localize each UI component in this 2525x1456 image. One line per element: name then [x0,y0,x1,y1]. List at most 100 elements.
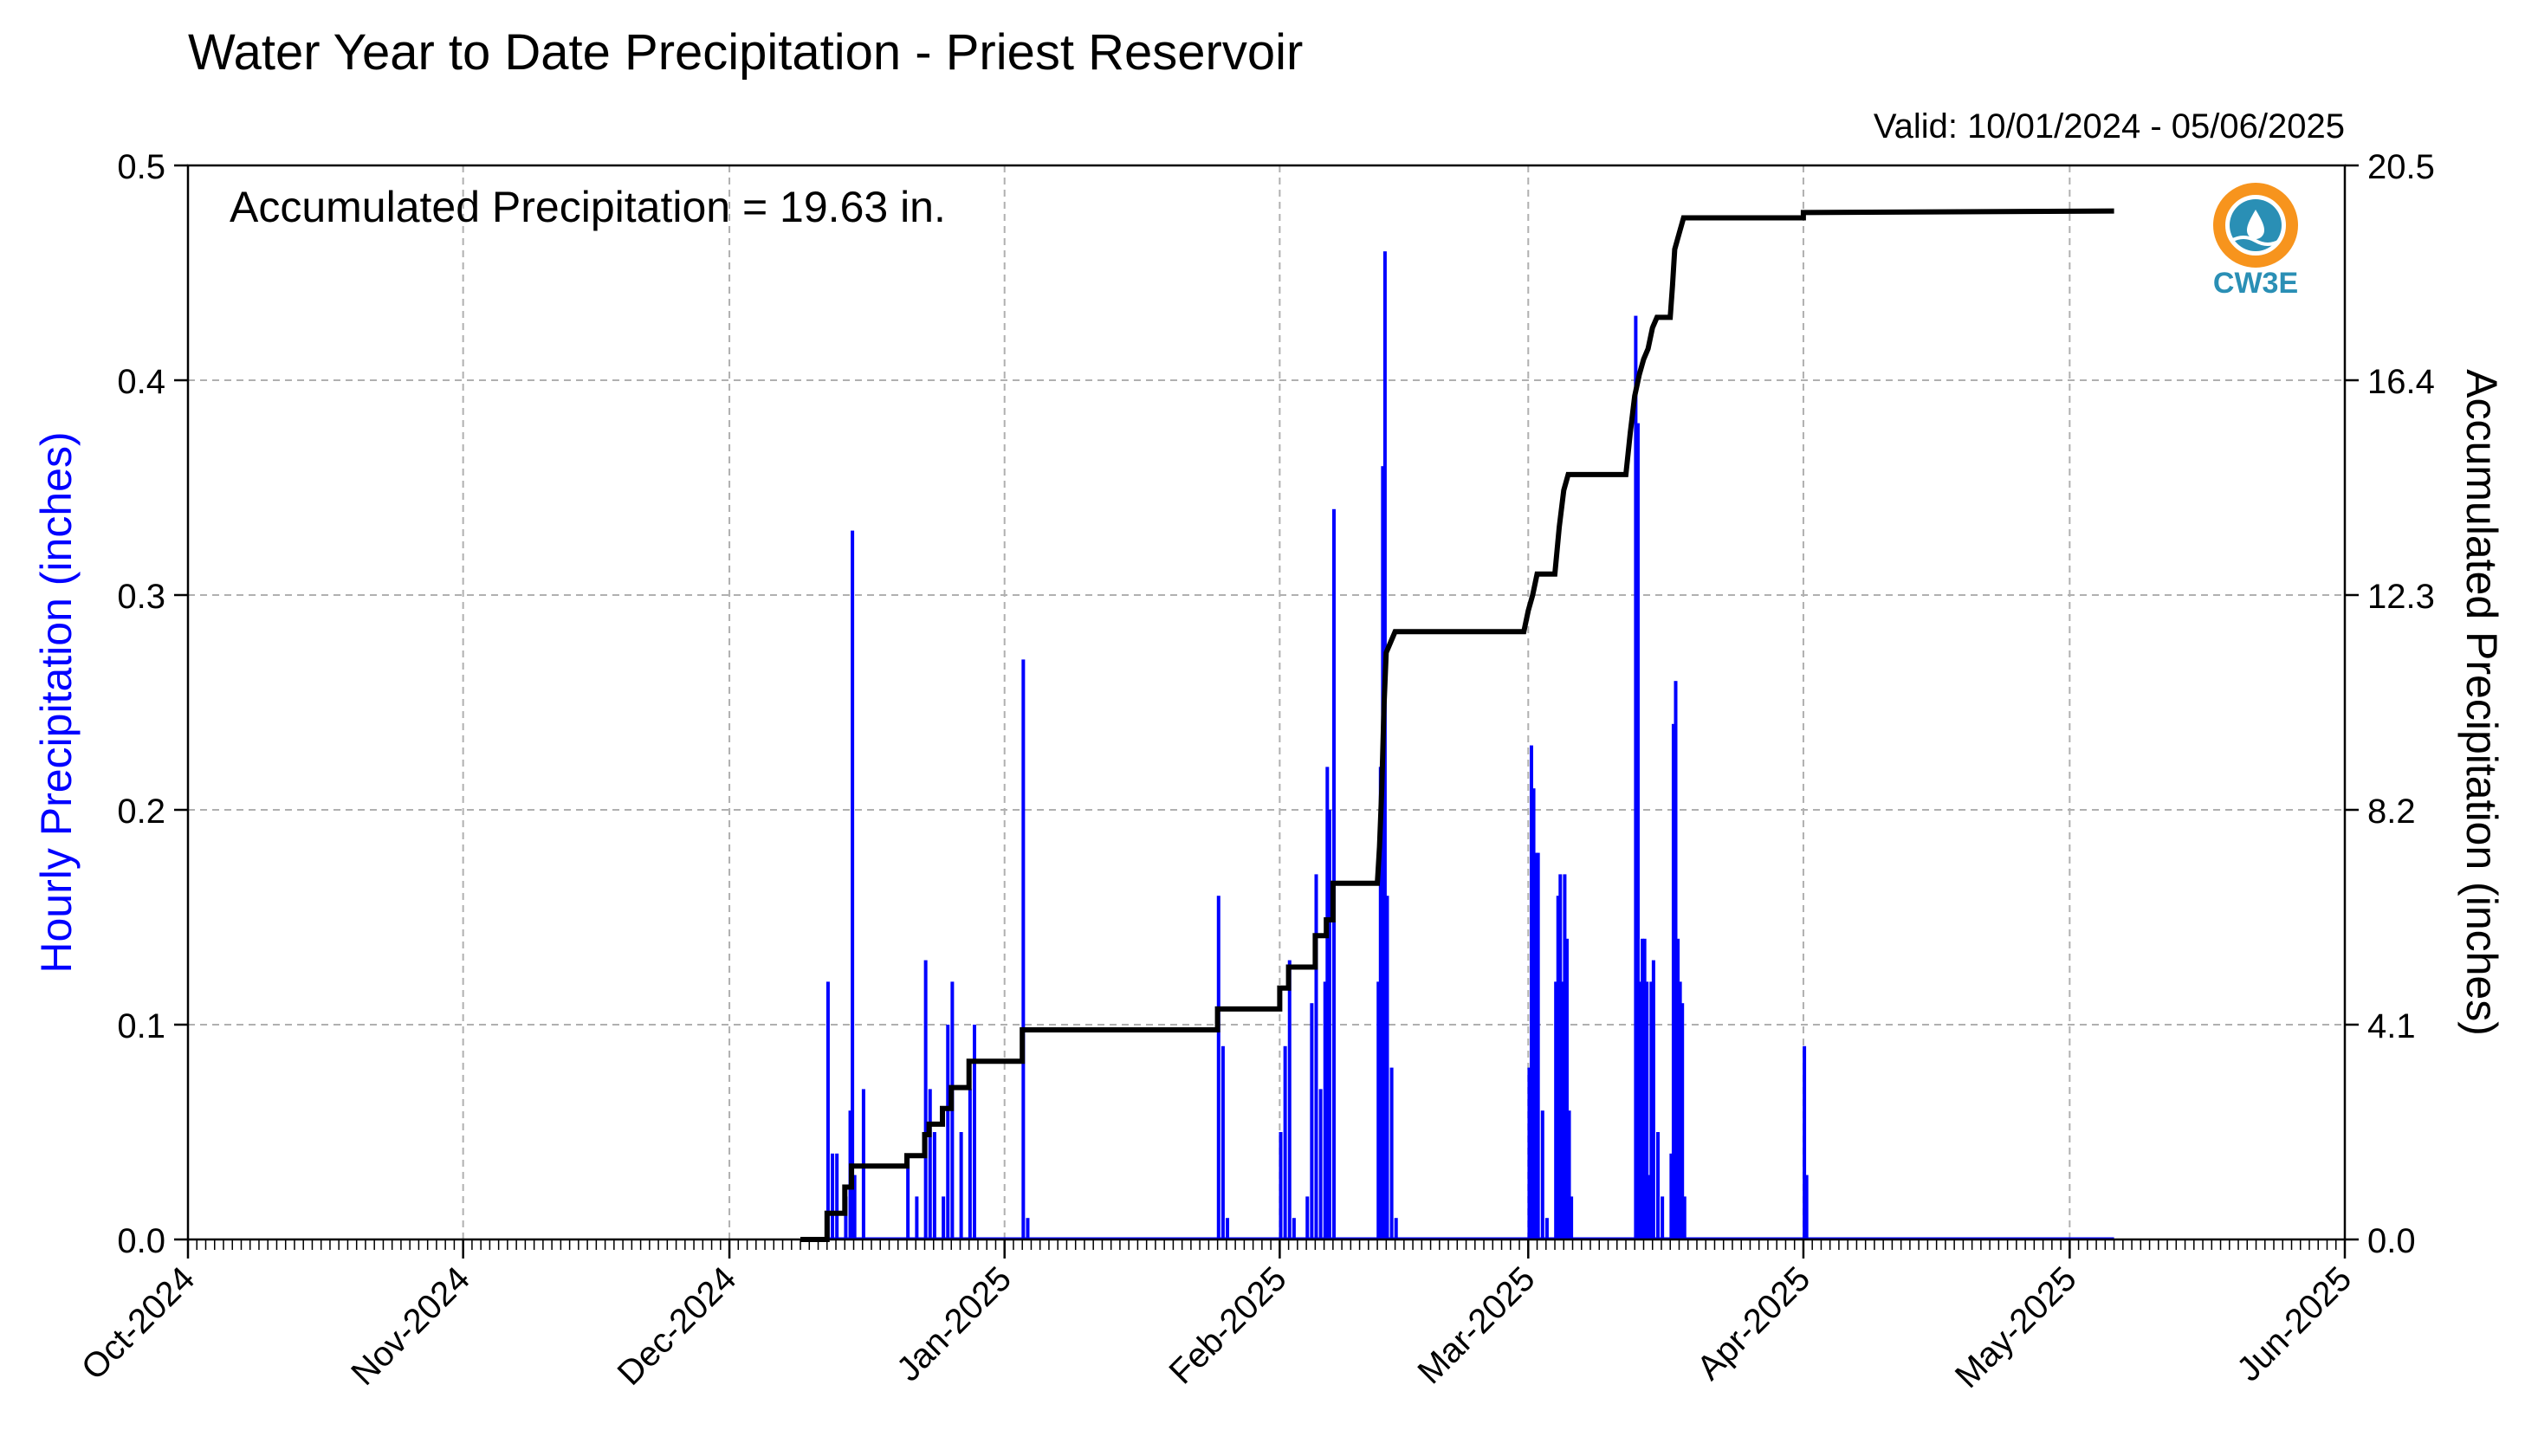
hourly-bar [1026,1218,1030,1239]
hourly-bar [1283,1045,1287,1239]
hourly-bar [1638,981,1642,1239]
x-tick-label: Nov-2024 [344,1259,477,1393]
hourly-bar [1314,874,1318,1239]
hourly-bar [1381,466,1385,1239]
y-tick-label-right: 4.1 [2367,1007,2416,1045]
y-axis-left-label: Hourly Precipitation (inches) [32,431,81,973]
hourly-bar [928,1089,932,1239]
hourly-bar [1804,1175,1809,1239]
hourly-bar [1680,1003,1685,1239]
hourly-bar [1287,960,1292,1239]
cw3e-sun-ring-icon [2213,183,2298,268]
chart-title: Water Year to Date Precipitation - Pries… [188,24,1303,81]
valid-date-range: Valid: 10/01/2024 - 05/06/2025 [1874,107,2345,146]
hourly-bar [942,1196,946,1239]
hourly-bar [1531,788,1536,1239]
hourly-bar [1651,960,1655,1239]
hourly-bar [1635,423,1640,1240]
cw3e-logo: CW3E [2213,183,2298,300]
hourly-bar [1325,767,1330,1239]
hourly-bar [1563,874,1567,1239]
hourly-bar [1385,896,1389,1239]
y-tick-label-left: 0.1 [117,1007,165,1045]
y-tick-label-left: 0.2 [117,793,165,831]
hourly-bar [1394,1218,1398,1239]
hourly-bar [1671,723,1675,1239]
hourly-bar [1678,981,1682,1239]
hourly-bar [1676,938,1680,1239]
y-tick-label-left: 0.4 [117,363,165,401]
hourly-bar [923,960,928,1239]
hourly-bar [1021,659,1026,1239]
cw3e-wave-icon [2230,236,2281,246]
hourly-bar [1534,852,1538,1239]
hourly-bar [1649,981,1654,1239]
y-tick-label-right: 8.2 [2367,793,2416,831]
x-axis: Oct-2024 Nov-2024 Dec-2024 Jan-2025 Feb-2025… [74,1239,2359,1395]
hourly-bar [1389,1067,1394,1239]
hourly-precipitation-bars [800,251,2114,1240]
hourly-bar [852,1175,857,1239]
hourly-bar [1310,1003,1314,1239]
grid [188,165,2345,1239]
hourly-bar [1305,1196,1310,1239]
cw3e-logo-text: CW3E [2213,267,2298,300]
plot-frame [186,164,2347,1241]
hourly-bar [1560,981,1564,1239]
hourly-bar [1558,874,1563,1239]
hourly-bar [1226,1218,1230,1239]
y-tick-label-right: 20.5 [2367,148,2435,186]
hourly-bar [1331,508,1336,1239]
x-tick-label: May-2025 [1948,1259,2084,1395]
hourly-bar [825,981,830,1239]
y-tick-label-left: 0.3 [117,578,165,616]
hourly-bar [932,1132,936,1239]
hourly-bar [972,1025,976,1239]
x-tick-label: Feb-2025 [1162,1259,1294,1391]
hourly-bar [1327,810,1331,1239]
x-tick-label: Jan-2025 [890,1259,1019,1388]
hourly-bar [1641,938,1645,1239]
hourly-bar [1556,896,1560,1239]
hourly-bar [1279,1132,1283,1239]
hourly-bar [959,1132,963,1239]
hourly-bar [915,1196,919,1239]
hourly-bar [1544,1218,1549,1239]
hourly-bar [1564,938,1569,1239]
y-axis-left: 0.0 0.1 0.2 0.3 0.4 0.5 [117,148,188,1260]
hourly-bar [1554,981,1558,1239]
hourly-bar [1536,852,1540,1239]
x-tick-label: Apr-2025 [1690,1259,1817,1387]
hourly-bar [1570,1196,1574,1239]
hourly-bar [1318,1089,1323,1239]
hourly-bar [1674,681,1678,1239]
hourly-bar [1661,1196,1665,1239]
hourly-bar [1216,896,1220,1239]
hourly-bar [844,1196,848,1239]
hourly-bar [1323,981,1327,1239]
hourly-bar [1378,767,1382,1239]
hourly-bar [1567,1110,1571,1239]
y-axis-right-label: Accumulated Precipitation (inches) [2457,369,2506,1036]
hourly-bar [831,1153,835,1239]
y-axis-right: 0.0 4.1 8.2 12.3 16.4 20.5 [2345,148,2435,1260]
hourly-bar [1220,1045,1225,1239]
hourly-bar [1669,1153,1674,1239]
y-tick-label-right: 12.3 [2367,578,2435,616]
hourly-bar [968,1089,972,1239]
y-tick-label-right: 16.4 [2367,363,2435,401]
hourly-bar [1803,1045,1807,1239]
x-tick-label: Mar-2025 [1410,1259,1542,1391]
hourly-bar [946,1025,950,1239]
accumulated-precipitation-line [800,208,2114,1242]
hourly-bar [1645,981,1649,1239]
hourly-bar [1647,1175,1651,1239]
hourly-bar [906,1153,910,1239]
hourly-bar [1642,938,1647,1239]
hourly-bar [1529,745,1533,1239]
hourly-bar [1634,315,1638,1240]
x-tick-label: Dec-2024 [611,1259,744,1393]
hourly-bar [1376,981,1381,1239]
y-tick-label-right: 0.0 [2367,1222,2416,1260]
